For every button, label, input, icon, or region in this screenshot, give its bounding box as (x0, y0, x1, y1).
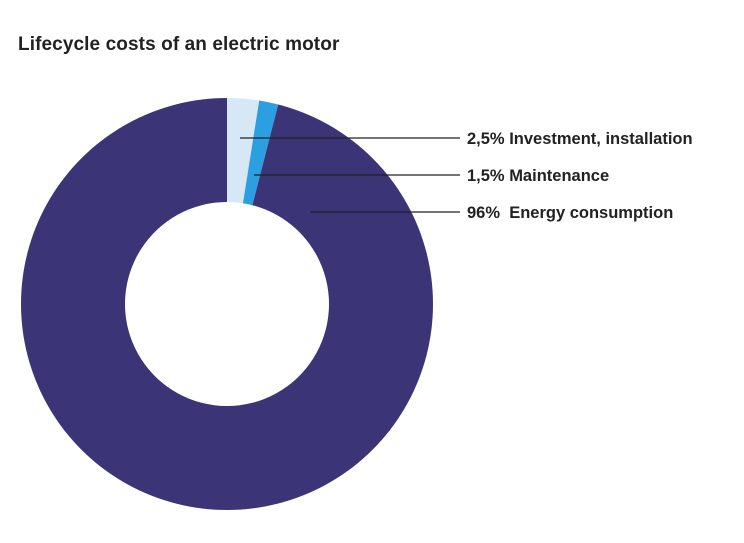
donut-slice-investment-installation (227, 98, 260, 204)
chart-title: Lifecycle costs of an electric motor (18, 34, 340, 55)
donut-slice-maintenance (242, 100, 279, 206)
slice-label: 96% Energy consumption (467, 204, 673, 222)
donut-slice-energy-consumption (20, 98, 433, 511)
slice-label: 2,5% Investment, installation (467, 130, 693, 148)
slice-label: 1,5% Maintenance (467, 167, 609, 185)
